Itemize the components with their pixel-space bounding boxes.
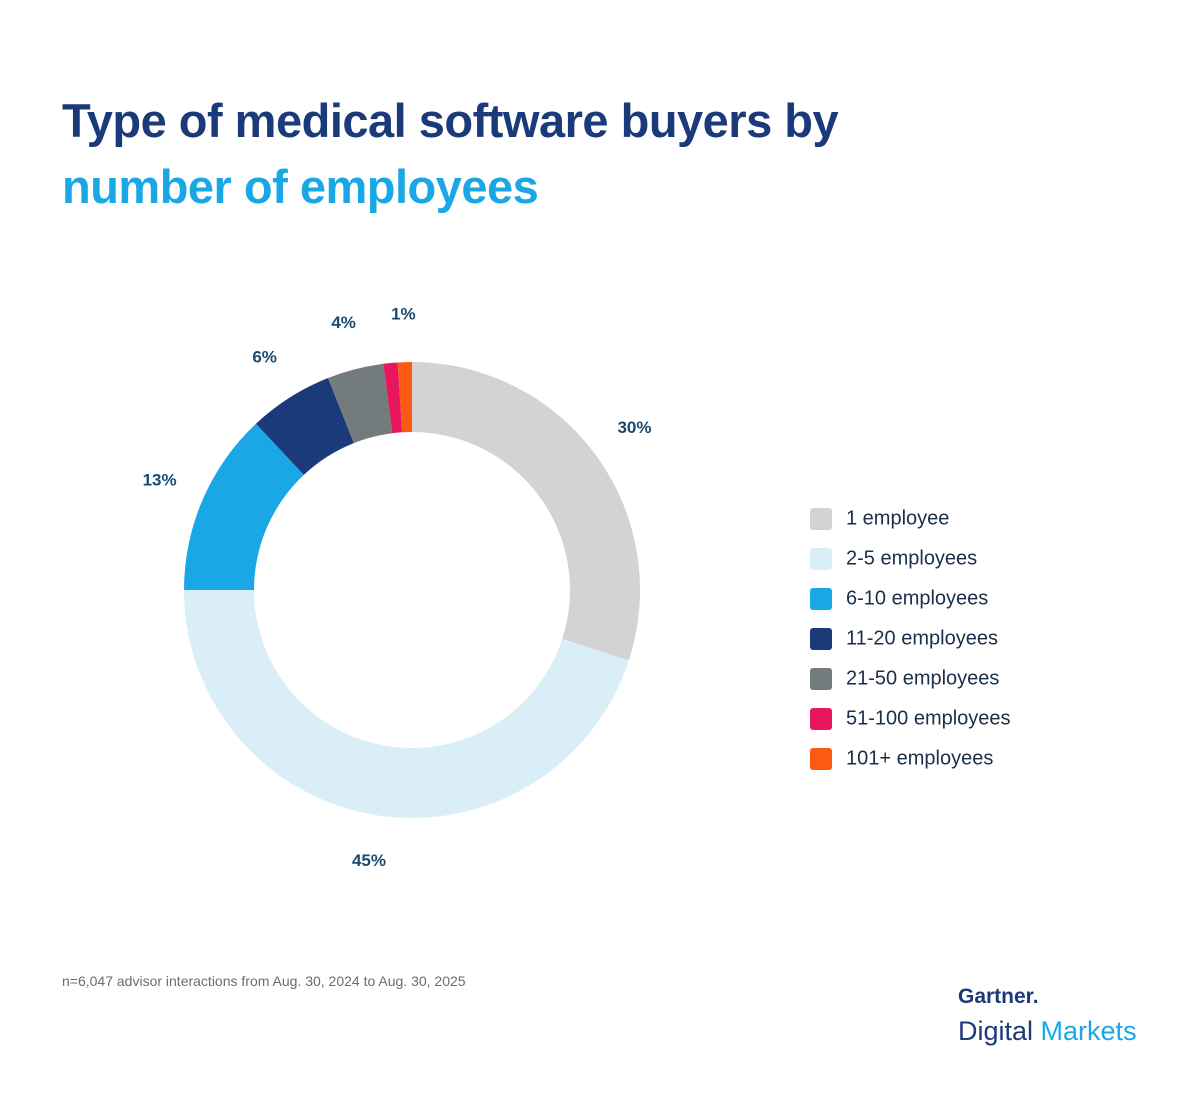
- logo-brand: Gartner.: [958, 985, 1039, 1008]
- legend-label: 11-20 employees: [846, 627, 998, 649]
- value-label: 30%: [617, 418, 651, 437]
- legend-swatch: [810, 588, 832, 610]
- legend-swatch: [810, 748, 832, 770]
- donut-slice: [184, 590, 629, 818]
- donut-slice: [383, 362, 403, 434]
- chart-title: Type of medical software buyers by: [62, 94, 839, 147]
- legend-label: 2-5 employees: [846, 547, 977, 569]
- donut-slice: [412, 362, 640, 661]
- legend-label: 1 employee: [846, 507, 949, 529]
- donut-slice: [397, 362, 412, 433]
- legend-label: 6-10 employees: [846, 587, 988, 609]
- donut-slice: [255, 378, 354, 475]
- chart-title: number of employees: [62, 160, 538, 213]
- legend-swatch: [810, 628, 832, 650]
- donut-slice: [184, 423, 304, 590]
- value-label: 6%: [252, 347, 277, 366]
- footnote: n=6,047 advisor interactions from Aug. 3…: [62, 973, 466, 989]
- legend-label: 21-50 employees: [846, 667, 999, 689]
- value-label: 4%: [331, 313, 356, 332]
- logo-word: Digital: [958, 1016, 1033, 1046]
- value-label: 13%: [143, 470, 177, 489]
- legend-swatch: [810, 508, 832, 530]
- logo-product: Digital Markets: [958, 1016, 1137, 1046]
- donut-slice: [328, 363, 393, 444]
- legend-swatch: [810, 708, 832, 730]
- legend-swatch: [810, 668, 832, 690]
- legend-swatch: [810, 548, 832, 570]
- legend-label: 101+ employees: [846, 747, 993, 769]
- logo-word: Markets: [1041, 1016, 1137, 1046]
- value-label: 45%: [352, 851, 386, 870]
- legend-label: 51-100 employees: [846, 707, 1011, 729]
- value-label: 1%: [391, 305, 416, 324]
